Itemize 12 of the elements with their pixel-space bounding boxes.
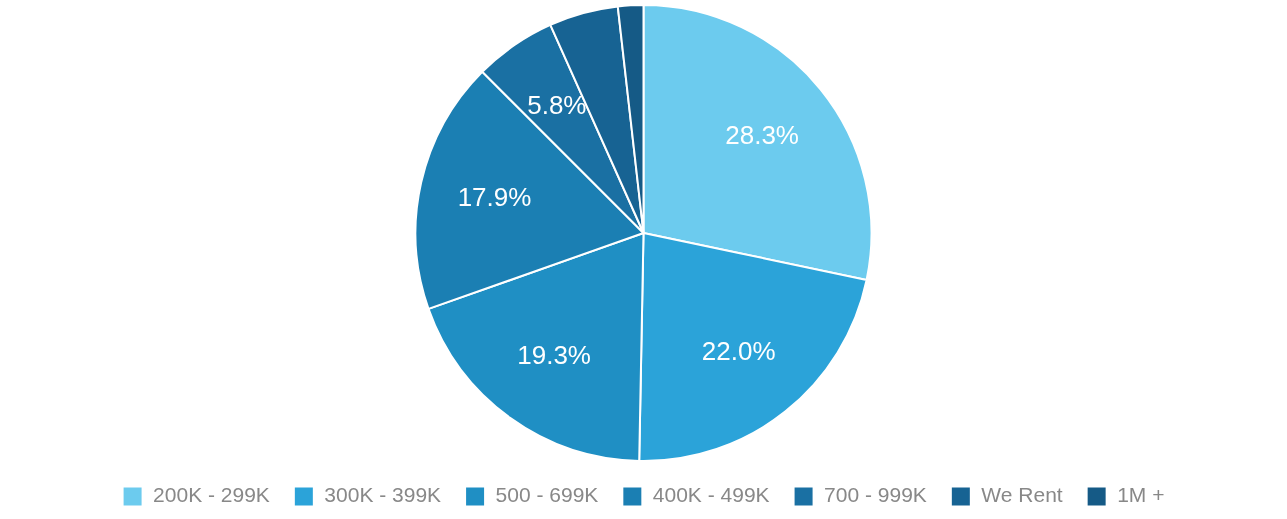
data-label: 28.3% — [725, 119, 799, 150]
legend-label: 200K - 299K — [153, 483, 270, 507]
legend-label: 500 - 699K — [495, 483, 599, 507]
legend-label: We Rent — [981, 483, 1063, 507]
legend-label: 1M + — [1117, 483, 1165, 507]
data-label: 17.9% — [457, 182, 532, 213]
legend-label: 300K - 399K — [324, 483, 442, 507]
data-label: 5.8% — [527, 90, 587, 121]
data-label: 19.3% — [517, 340, 591, 371]
legend-label: 400K - 499K — [652, 483, 770, 507]
legend-label: 700 - 999K — [824, 483, 927, 507]
data-label: 22.0% — [701, 335, 776, 366]
